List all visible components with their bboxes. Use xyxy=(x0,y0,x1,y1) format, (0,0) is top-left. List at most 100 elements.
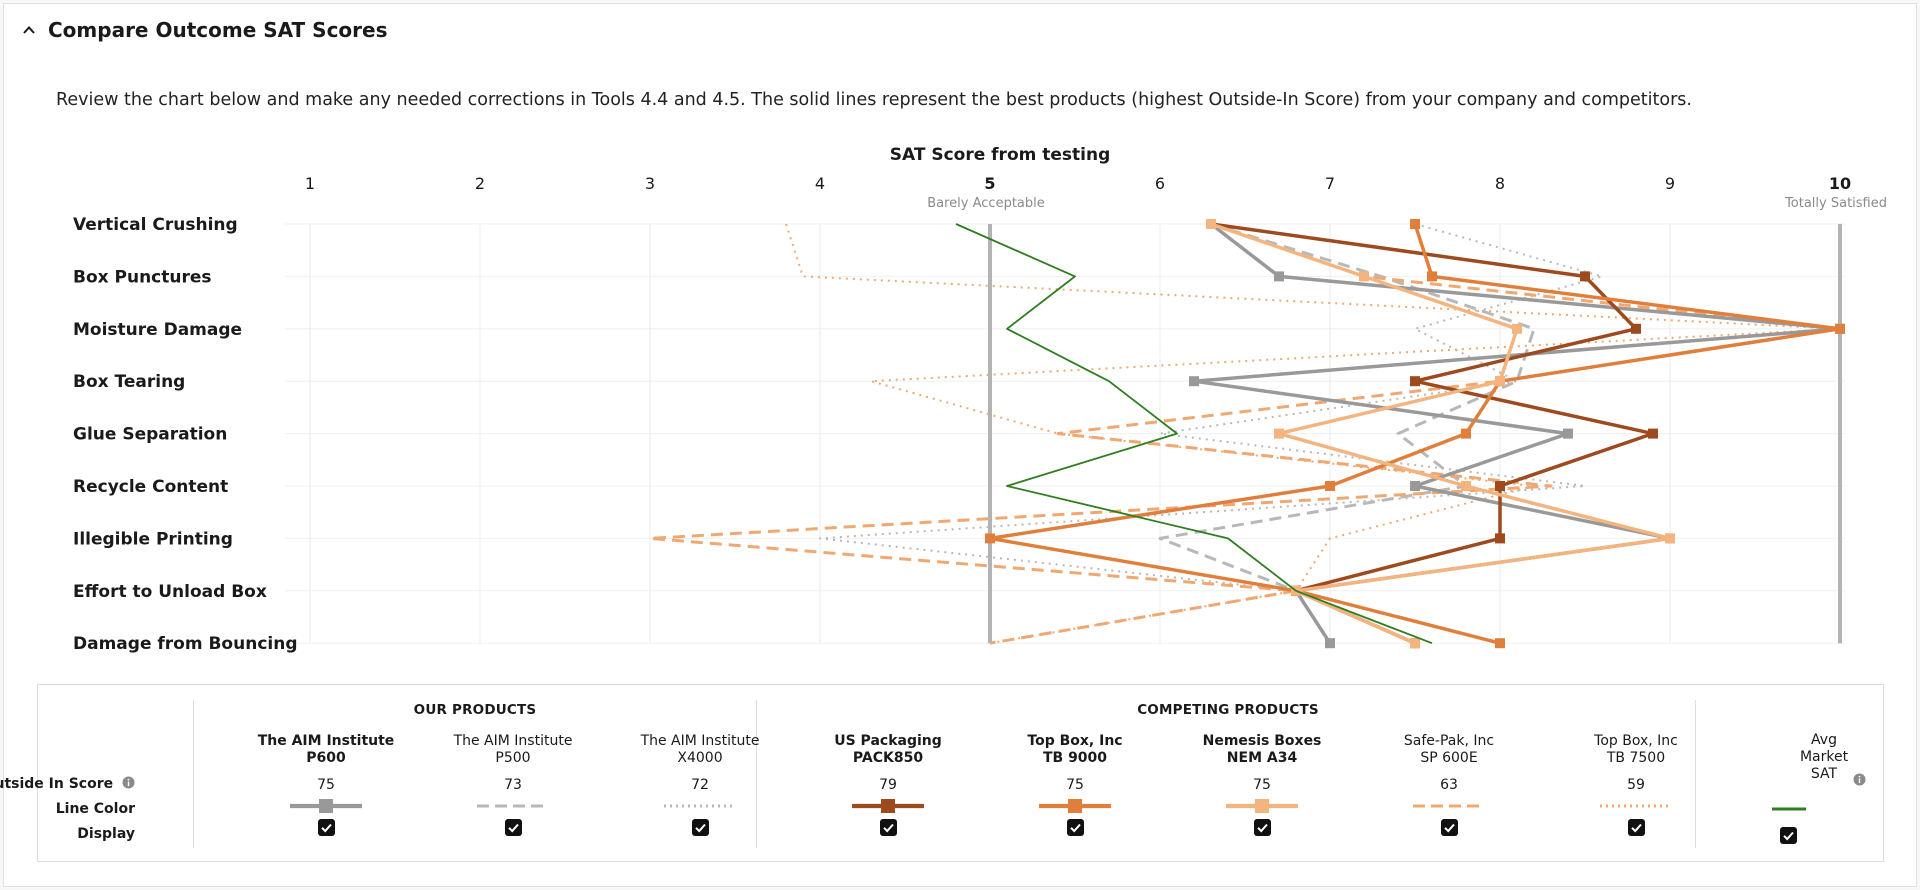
display-checkbox-safe-pak-inc-sp-600e[interactable] xyxy=(1440,819,1458,836)
avg-market-line-swatch xyxy=(1772,807,1806,811)
line-color-label: Line Color xyxy=(55,801,135,817)
line-color-swatch xyxy=(1600,804,1672,808)
legend-product-model: TB 7500 xyxy=(1606,750,1666,766)
data-point-top-box-inc-tb-9000 xyxy=(1461,428,1471,439)
legend-col-the-aim-institute-p600: The AIM Institute P600 75 xyxy=(241,733,411,840)
legend-col-top-box-inc-tb-7500: Top Box, Inc TB 7500 59 xyxy=(1551,733,1721,840)
info-icon[interactable] xyxy=(122,776,135,789)
display-checkbox-top-box-inc-tb-7500[interactable] xyxy=(1627,819,1645,836)
legend-product-company: Safe-Pak, Inc xyxy=(1403,733,1495,749)
checkbox-checked-icon xyxy=(1069,823,1081,833)
legend-col-top-box-inc-tb-9000: Top Box, Inc TB 9000 75 xyxy=(990,733,1160,840)
checkbox-checked-icon xyxy=(1443,823,1455,833)
x-tick-label: 3 xyxy=(645,174,655,193)
legend-product-model: PACK850 xyxy=(852,750,924,766)
line-color-swatch-marker xyxy=(1068,799,1082,813)
display-checkbox-the-aim-institute-p600[interactable] xyxy=(317,819,335,836)
x-tick-label: 2 xyxy=(475,174,485,193)
legend-product-name: The AIM Institute X4000 xyxy=(615,733,785,769)
outside-in-score-label-text: Outside In Score xyxy=(0,776,114,792)
legend-col-avg-name: Avg Market SAT xyxy=(1744,732,1904,783)
data-point-nemesis-boxes-nem-a34 xyxy=(1461,481,1471,491)
line-color-swatch xyxy=(1413,804,1485,808)
outside-in-score-value: 75 xyxy=(317,777,335,793)
legend-col-the-aim-institute-x4000: The AIM Institute X4000 72 xyxy=(615,733,785,840)
outside-in-score-value: 63 xyxy=(1440,777,1458,793)
data-point-nemesis-boxes-nem-a34 xyxy=(1206,219,1216,229)
legend-product-model: TB 9000 xyxy=(1042,750,1108,766)
data-point-nemesis-boxes-nem-a34 xyxy=(1665,533,1675,544)
avg-line1: Avg xyxy=(1811,732,1837,748)
outside-in-score-label: Outside In Score xyxy=(0,776,135,792)
legend-product-name: The AIM Institute P600 xyxy=(241,733,411,769)
outside-in-score-value: 73 xyxy=(504,777,522,793)
category-label: Box Tearing xyxy=(73,372,185,392)
category-label: Recycle Content xyxy=(73,477,228,497)
legend-product-company: Nemesis Boxes xyxy=(1202,733,1322,749)
info-icon[interactable] xyxy=(1853,773,1866,786)
display-checkbox-us-packaging-pack850[interactable] xyxy=(879,819,897,836)
data-point-top-box-inc-tb-9000 xyxy=(1495,638,1505,649)
display-checkbox-wrap xyxy=(1551,819,1721,840)
legend-divider xyxy=(1695,700,1696,848)
data-point-top-box-inc-tb-9000 xyxy=(1835,323,1845,334)
our-products-heading: OUR PRODUCTS xyxy=(413,702,537,718)
line-color-swatch-marker xyxy=(881,799,895,813)
legend-product-company: The AIM Institute xyxy=(640,733,760,749)
legend-product-company: US Packaging xyxy=(834,733,942,749)
display-label: Display xyxy=(77,826,135,842)
x-tick-label: 7 xyxy=(1325,174,1335,193)
legend-product-model: P500 xyxy=(495,750,531,766)
display-checkbox-the-aim-institute-p500[interactable] xyxy=(504,819,522,836)
legend-divider xyxy=(193,700,194,848)
data-point-us-packaging-pack850 xyxy=(1648,428,1658,439)
legend-product-company: Top Box, Inc xyxy=(1594,733,1678,749)
category-label: Damage from Bouncing xyxy=(73,634,298,654)
checkbox-checked-icon xyxy=(1630,823,1642,833)
outside-in-score-value: 75 xyxy=(1066,777,1084,793)
line-color-swatch xyxy=(1226,799,1298,813)
section-title: Compare Outcome SAT Scores xyxy=(48,18,388,42)
chart-description: Review the chart below and make any need… xyxy=(56,90,1692,110)
legend-col-safe-pak-inc-sp-600e: Safe-Pak, Inc SP 600E 63 xyxy=(1364,733,1534,840)
display-checkbox-nemesis-boxes-nem-a34[interactable] xyxy=(1253,819,1271,836)
category-label: Glue Separation xyxy=(73,425,227,445)
x-tick-label: 10 xyxy=(1829,174,1851,193)
x-tick-label: 5 xyxy=(984,174,995,193)
line-color-swatch xyxy=(477,804,549,808)
competing-products-heading: COMPETING PRODUCTS xyxy=(1137,702,1319,718)
x-tick-label: 4 xyxy=(815,174,825,193)
series-line-the-aim-institute-p500 xyxy=(1158,222,1536,645)
display-checkbox-wrap xyxy=(241,819,411,840)
legend-product-model: NEM A34 xyxy=(1226,750,1298,766)
line-color-swatch-marker xyxy=(319,799,333,813)
annotation-label: Barely Acceptable xyxy=(927,196,1045,211)
chart-title: SAT Score from testing xyxy=(890,145,1111,165)
legend-product-model: X4000 xyxy=(677,750,723,766)
avg-line2: Market xyxy=(1799,749,1849,765)
data-point-us-packaging-pack850 xyxy=(1580,271,1590,282)
legend-product-name: Top Box, Inc TB 9000 xyxy=(990,733,1160,769)
section-header[interactable]: Compare Outcome SAT Scores xyxy=(22,16,388,44)
data-point-top-box-inc-tb-9000 xyxy=(1325,481,1335,491)
x-tick-label: 9 xyxy=(1665,174,1675,193)
data-point-nemesis-boxes-nem-a34 xyxy=(1410,638,1420,649)
legend-product-model: P600 xyxy=(306,750,346,766)
display-checkbox-wrap xyxy=(990,819,1160,840)
display-checkbox-top-box-inc-tb-9000[interactable] xyxy=(1066,819,1084,836)
display-checkbox-the-aim-institute-x4000[interactable] xyxy=(691,819,709,836)
category-label: Effort to Unload Box xyxy=(73,582,267,602)
display-checkbox-wrap xyxy=(803,819,973,840)
chevron-up-icon[interactable] xyxy=(22,23,36,37)
category-label: Moisture Damage xyxy=(73,320,242,340)
display-checkbox-wrap xyxy=(428,819,598,840)
data-point-top-box-inc-tb-9000 xyxy=(1410,219,1420,229)
legend-col-nemesis-boxes-nem-a34: Nemesis Boxes NEM A34 75 xyxy=(1177,733,1347,840)
data-point-us-packaging-pack850 xyxy=(1410,376,1420,387)
avg-line3: SAT xyxy=(1810,766,1838,782)
display-checkbox-avg-market-sat[interactable] xyxy=(1780,827,1797,844)
x-tick-label: 8 xyxy=(1495,174,1505,193)
data-point-us-packaging-pack850 xyxy=(1495,533,1505,544)
legend-product-model: SP 600E xyxy=(1420,750,1478,766)
outside-in-score-value: 59 xyxy=(1627,777,1645,793)
